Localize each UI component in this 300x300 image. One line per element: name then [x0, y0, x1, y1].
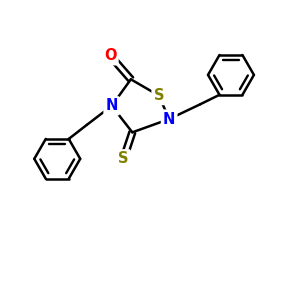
Text: O: O	[104, 48, 116, 63]
Text: S: S	[118, 151, 129, 166]
Text: N: N	[106, 98, 118, 113]
Text: S: S	[154, 88, 164, 103]
Text: N: N	[163, 112, 175, 127]
